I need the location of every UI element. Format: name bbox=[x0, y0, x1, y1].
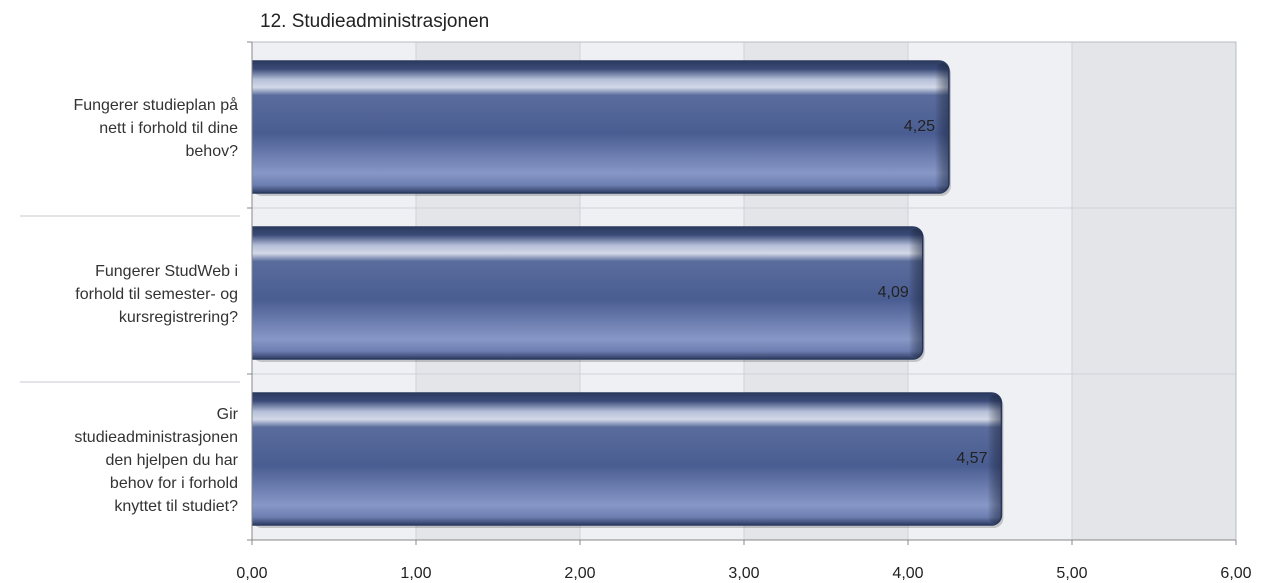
bar-group bbox=[241, 392, 1004, 528]
axes bbox=[20, 41, 1237, 545]
category-label-line: studieadministrasjonen bbox=[74, 429, 238, 446]
category-label-line: den hjelpen du har bbox=[105, 452, 238, 469]
bar-group bbox=[241, 60, 951, 196]
x-tick-label: 3,00 bbox=[728, 565, 759, 582]
bar-end-shade bbox=[908, 229, 923, 357]
bar bbox=[241, 226, 924, 360]
x-tick-labels: 0,00 1,00 2,00 3,00 4,00 5,00 6,00 bbox=[236, 565, 1251, 582]
category-labels: Fungerer studieplan på nett i forhold til… bbox=[73, 96, 238, 515]
category-label-line: knyttet til studiet? bbox=[114, 498, 238, 515]
category-label-line: behov? bbox=[186, 143, 239, 160]
category-label-line: behov for i forhold bbox=[110, 475, 238, 492]
category-label-line: forhold til semester- og bbox=[75, 286, 238, 303]
x-tick-label: 1,00 bbox=[400, 565, 431, 582]
bar-end-shade bbox=[987, 395, 1002, 523]
x-tick-label: 4,00 bbox=[892, 565, 923, 582]
left-mask bbox=[0, 37, 252, 545]
category-label-line: Fungerer StudWeb i bbox=[95, 263, 238, 280]
x-tick-label: 6,00 bbox=[1220, 565, 1251, 582]
category-label-line: nett i forhold til dine bbox=[99, 120, 238, 137]
bar bbox=[241, 60, 950, 194]
category-label: Gir studieadministrasjonen den hjelpen du … bbox=[74, 406, 238, 515]
bar-end-shade bbox=[935, 63, 949, 191]
x-tick-label: 0,00 bbox=[236, 565, 267, 582]
bars bbox=[0, 37, 1004, 545]
value-labels: 4,25 4,09 4,57 bbox=[878, 118, 988, 467]
value-label: 4,57 bbox=[956, 450, 987, 467]
category-label-line: Fungerer studieplan på bbox=[73, 96, 238, 114]
plot-band bbox=[1072, 42, 1236, 540]
value-label: 4,09 bbox=[878, 284, 909, 301]
category-label: Fungerer studieplan på nett i forhold til… bbox=[73, 96, 238, 160]
value-label: 4,25 bbox=[904, 118, 935, 135]
category-label-line: Gir bbox=[217, 406, 239, 423]
category-label: Fungerer StudWeb i forhold til semester- … bbox=[75, 263, 238, 326]
chart-title: 12. Studieadministrasjonen bbox=[260, 11, 489, 32]
x-tick-label: 2,00 bbox=[564, 565, 595, 582]
bar bbox=[241, 392, 1003, 526]
x-tick-label: 5,00 bbox=[1056, 565, 1087, 582]
bar-group bbox=[241, 226, 925, 362]
category-label-line: kursregistrering? bbox=[119, 309, 238, 326]
